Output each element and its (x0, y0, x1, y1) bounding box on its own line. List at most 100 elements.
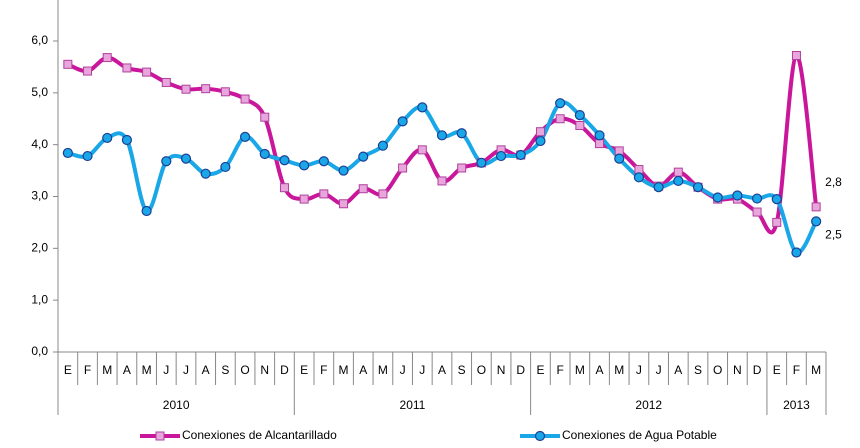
x-tick-label: A (674, 363, 682, 377)
group-label: 2010 (163, 398, 190, 412)
data-point (633, 172, 645, 183)
data-point (299, 194, 309, 204)
legend-marker (155, 431, 165, 441)
x-tick-label: E (64, 363, 72, 377)
data-point (436, 130, 448, 141)
data-point (535, 135, 546, 147)
y-tick-label: 1,0 (31, 292, 48, 306)
x-tick-label: M (614, 363, 624, 377)
data-point (751, 193, 763, 204)
data-point (358, 151, 369, 162)
data-point (614, 153, 625, 164)
data-point (318, 156, 329, 167)
y-tick-label: 4,0 (31, 137, 48, 151)
data-point (201, 84, 211, 94)
y-tick-label: 2,0 (31, 241, 48, 255)
data-point (653, 182, 664, 193)
x-tick-label: E (300, 363, 308, 377)
y-tick-label: 5,0 (31, 85, 48, 99)
data-point (122, 63, 132, 73)
data-point (555, 114, 565, 124)
data-point (181, 84, 191, 94)
data-point (811, 202, 821, 212)
data-point (299, 160, 310, 171)
x-tick-label: A (438, 363, 446, 377)
data-point (200, 168, 211, 179)
series-line (67, 53, 819, 235)
data-point (398, 163, 408, 173)
x-tick-label: A (596, 363, 604, 377)
y-tick-label: 0,0 (31, 344, 48, 358)
x-tick-label: E (536, 363, 544, 377)
x-tick-label: N (733, 363, 742, 377)
x-tick-label: A (123, 363, 131, 377)
data-point (142, 67, 152, 77)
x-tick-label: J (183, 363, 189, 377)
x-tick-label: J (400, 363, 406, 377)
x-tick-label: F (320, 363, 327, 377)
data-point (811, 216, 822, 227)
data-point (417, 145, 427, 155)
x-tick-label: J (656, 363, 662, 377)
legend-label: Conexiones de Agua Potable (562, 428, 717, 442)
data-point (141, 205, 152, 217)
data-point (161, 77, 171, 87)
data-point (476, 157, 487, 168)
y-tick-label: 3,0 (31, 189, 48, 203)
x-tick-label: O (240, 363, 249, 377)
legend-label: Conexiones de Alcantarillado (182, 428, 337, 442)
data-point (535, 127, 545, 137)
x-tick-label: D (753, 363, 762, 377)
data-point (63, 59, 73, 69)
data-point (259, 148, 270, 160)
data-point (555, 98, 566, 109)
group-label: 2012 (635, 398, 662, 412)
x-tick-label: M (339, 363, 349, 377)
data-point (378, 189, 388, 199)
x-tick-label: M (378, 363, 388, 377)
data-point (260, 112, 270, 122)
x-tick-label: O (713, 363, 722, 377)
x-tick-label: M (102, 363, 112, 377)
data-point (220, 161, 231, 173)
x-tick-label: N (260, 363, 269, 377)
data-point (279, 183, 289, 193)
data-point (574, 110, 585, 121)
data-point (397, 116, 408, 127)
x-tick-label: S (694, 363, 702, 377)
x-tick-label: N (497, 363, 506, 377)
data-point (220, 87, 230, 97)
x-tick-label: D (516, 363, 525, 377)
data-point (121, 134, 133, 146)
data-point (180, 153, 192, 164)
x-tick-label: J (419, 363, 425, 377)
x-tick-label: F (84, 363, 91, 377)
data-point (595, 139, 605, 149)
data-point (456, 128, 467, 139)
x-tick-label: M (575, 363, 585, 377)
data-point (437, 176, 447, 186)
data-point (417, 102, 428, 113)
data-label: 2,8 (825, 175, 842, 189)
data-point (515, 149, 526, 161)
data-point (712, 192, 723, 203)
data-point (791, 51, 801, 61)
data-point (752, 207, 762, 217)
data-point (732, 190, 743, 201)
data-point (772, 217, 782, 227)
data-point (82, 150, 93, 162)
data-label: 2,5 (825, 228, 842, 242)
data-point (62, 147, 73, 159)
data-point (239, 131, 251, 142)
x-tick-label: O (477, 363, 486, 377)
data-point (279, 155, 290, 166)
x-tick-label: S (458, 363, 466, 377)
data-point (102, 53, 112, 63)
x-tick-label: M (142, 363, 152, 377)
data-point (692, 182, 704, 193)
data-point (771, 193, 782, 205)
data-point (102, 132, 113, 144)
legend-marker (534, 430, 546, 442)
data-point (594, 130, 605, 141)
data-point (495, 150, 507, 162)
